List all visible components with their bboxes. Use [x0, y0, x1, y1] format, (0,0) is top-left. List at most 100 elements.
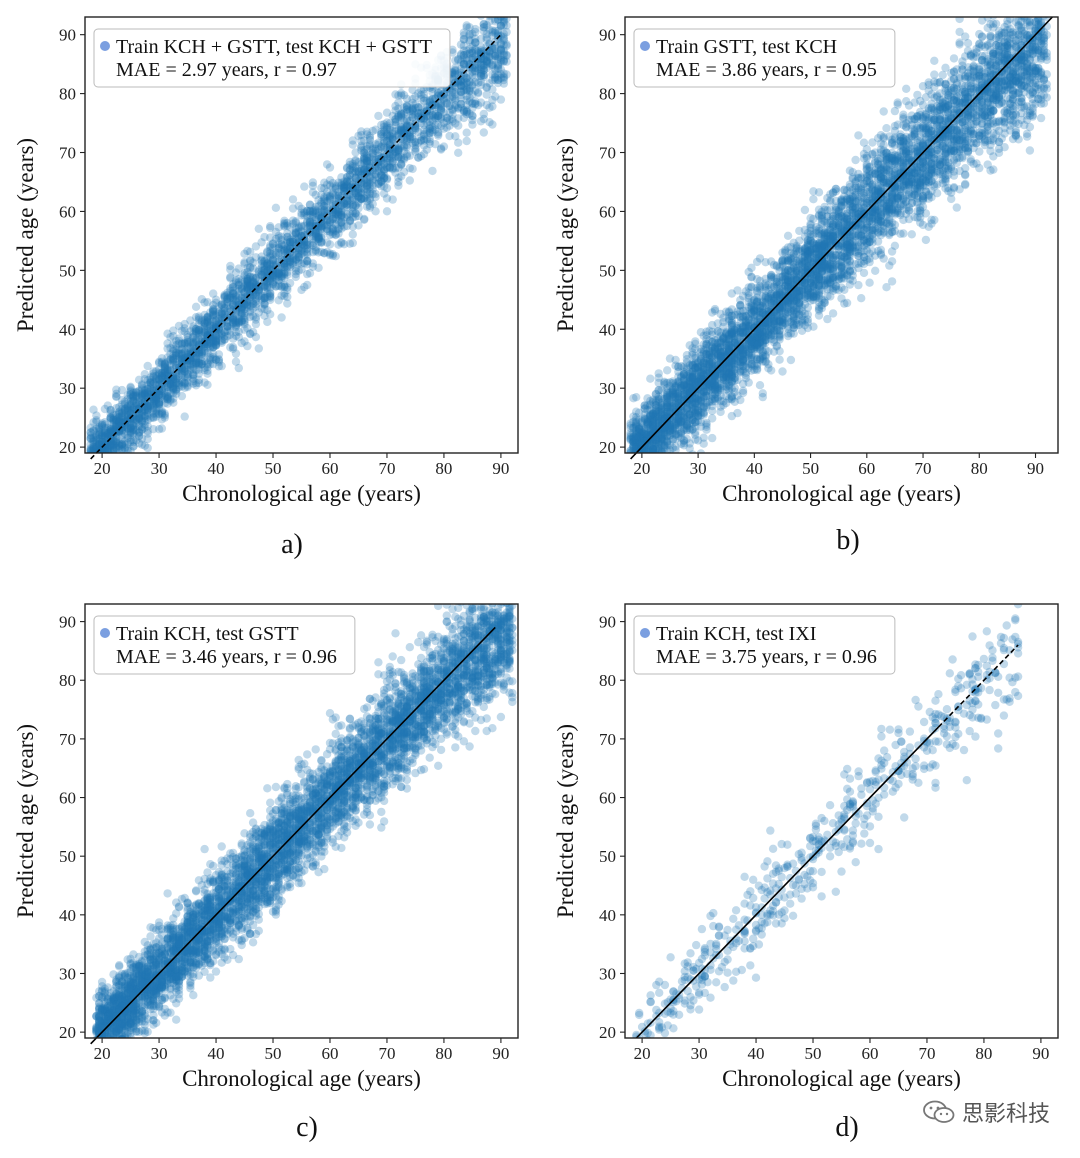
scatter-point — [397, 159, 406, 169]
scatter-point — [499, 36, 508, 45]
scatter-point — [479, 65, 488, 75]
scatter-point — [132, 415, 141, 424]
scatter-point — [459, 81, 469, 90]
scatter-point — [211, 355, 221, 364]
scatter-point — [411, 144, 420, 153]
scatter-point — [317, 197, 326, 207]
scatter-point — [854, 131, 863, 140]
scatter-point — [485, 25, 494, 34]
scatter-point — [200, 298, 209, 307]
scatter-point — [666, 453, 674, 461]
scatter-point — [211, 320, 221, 329]
scatter-point — [414, 103, 423, 112]
scatter-point — [320, 207, 329, 216]
scatter-point — [211, 341, 221, 350]
scatter-point — [354, 189, 363, 198]
scatter-point — [177, 369, 187, 378]
scatter-point — [360, 170, 369, 179]
scatter-point — [106, 415, 115, 424]
scatter-point — [231, 327, 241, 337]
scatter-point — [172, 354, 181, 363]
scatter-point — [243, 297, 252, 306]
scatter-point — [194, 320, 204, 329]
scatter-point — [191, 302, 201, 311]
scatter-point — [140, 401, 149, 410]
scatter-point — [203, 332, 212, 341]
scatter-point — [500, 4, 508, 12]
scatter-point — [305, 269, 315, 278]
scatter-point — [260, 300, 269, 309]
scatter-point — [274, 269, 283, 278]
scatter-point — [303, 218, 312, 227]
scatter-point — [385, 131, 394, 141]
scatter-point — [152, 395, 161, 405]
scatter-point — [465, 31, 474, 40]
scatter-point — [117, 444, 127, 453]
scatter-point — [143, 380, 152, 390]
scatter-point — [300, 221, 309, 231]
scatter-point — [223, 294, 232, 303]
scatter-point — [194, 330, 204, 339]
scatter-point — [479, 66, 488, 75]
scatter-point — [351, 201, 360, 210]
scatter-point — [638, 496, 646, 504]
x-tick-label: 50 — [265, 459, 282, 478]
scatter-point — [402, 129, 412, 138]
scatter-point — [311, 229, 320, 239]
scatter-point — [274, 244, 283, 253]
scatter-point — [402, 121, 412, 130]
scatter-point — [143, 403, 152, 413]
scatter-point — [277, 232, 286, 241]
scatter-point — [465, 97, 474, 106]
scatter-point — [425, 139, 434, 149]
scatter-point — [160, 360, 169, 369]
scatter-point — [340, 240, 349, 249]
scatter-point — [476, 49, 486, 58]
scatter-point — [382, 137, 392, 146]
scatter-point — [655, 476, 663, 484]
scatter-point — [411, 147, 420, 156]
scatter-point — [271, 258, 281, 268]
scatter-point — [374, 163, 383, 172]
scatter-point — [183, 382, 192, 392]
scatter-point — [143, 397, 152, 407]
scatter-point — [303, 250, 312, 259]
scatter-point — [342, 213, 352, 222]
scatter-point — [123, 406, 132, 415]
scatter-point — [454, 138, 463, 147]
scatter-point — [351, 189, 360, 198]
scatter-point — [456, 58, 466, 67]
scatter-point — [248, 273, 258, 282]
scatter-point — [482, 59, 491, 69]
scatter-point — [157, 373, 167, 383]
scatter-point — [499, 17, 508, 25]
scatter-point — [100, 437, 110, 446]
scatter-point — [103, 430, 113, 439]
scatter-point — [325, 217, 335, 227]
scatter-point — [499, 57, 508, 66]
scatter-point — [465, 59, 474, 69]
scatter-point — [100, 418, 110, 427]
scatter-point — [228, 295, 238, 304]
scatter-point — [123, 447, 132, 453]
scatter-point — [1034, 0, 1042, 8]
scatter-point — [485, 17, 494, 21]
scatter-point — [240, 320, 249, 329]
scatter-point — [266, 291, 275, 301]
scatter-point — [488, 70, 497, 79]
scatter-point — [291, 229, 300, 238]
scatter-point — [146, 383, 155, 393]
scatter-point — [354, 184, 363, 194]
scatter-point — [154, 390, 164, 399]
scatter-point — [308, 238, 318, 248]
scatter-point — [260, 260, 269, 269]
scatter-point — [137, 417, 147, 427]
scatter-point — [394, 147, 403, 156]
scatter-point — [129, 388, 138, 397]
scatter-point — [234, 314, 243, 323]
scatter-point — [288, 251, 298, 260]
scatter-point — [436, 121, 446, 131]
scatter-point — [154, 398, 164, 407]
scatter-point — [228, 344, 238, 353]
scatter-point — [434, 89, 443, 98]
